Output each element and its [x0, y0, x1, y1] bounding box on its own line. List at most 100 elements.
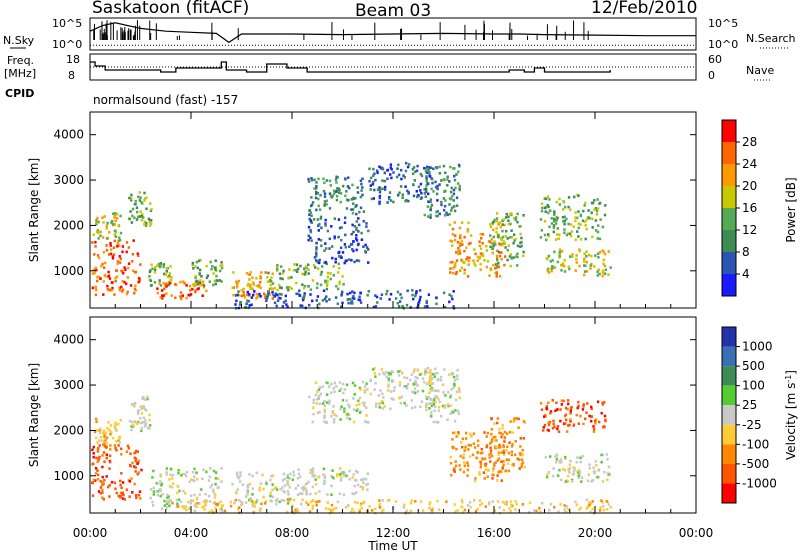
heatmap-cell	[296, 484, 300, 487]
heatmap-cell	[413, 368, 416, 371]
heatmap-cell	[336, 187, 339, 190]
heatmap-cell	[404, 185, 407, 188]
heatmap-cell	[547, 205, 550, 209]
colorbar-swatch	[722, 164, 736, 186]
heatmap-cell	[479, 268, 482, 271]
heatmap-cell	[138, 278, 142, 281]
heatmap-cell	[405, 509, 408, 512]
heatmap-cell	[335, 284, 338, 288]
heatmap-cell	[165, 285, 168, 288]
heatmap-cell	[552, 419, 555, 423]
heatmap-cell	[582, 209, 585, 213]
heatmap-cell	[266, 295, 269, 299]
heatmap-cell	[96, 460, 99, 463]
heatmap-cell	[458, 187, 461, 191]
heatmap-cell	[546, 269, 549, 272]
heatmap-cell	[298, 289, 301, 292]
heatmap-cell	[308, 395, 311, 399]
heatmap-cell	[583, 273, 586, 277]
heatmap-cell	[325, 421, 328, 424]
heatmap-cell	[561, 264, 564, 267]
heatmap-cell	[389, 199, 393, 202]
heatmap-cell	[504, 246, 507, 249]
heatmap-cell	[442, 164, 446, 168]
heatmap-cell	[362, 219, 365, 223]
colorbar-tick-label: -100	[742, 437, 769, 451]
heatmap-cell	[208, 500, 212, 503]
heatmap-cell	[307, 180, 311, 183]
heatmap-cell	[139, 215, 142, 218]
heatmap-cell	[311, 299, 314, 303]
heatmap-cell	[292, 268, 296, 272]
heatmap-cell	[528, 511, 531, 514]
heatmap-cell	[459, 269, 462, 272]
heatmap-cell	[363, 391, 366, 394]
heatmap-cell	[585, 227, 588, 231]
heatmap-cell	[371, 368, 375, 371]
heatmap-cell	[116, 245, 119, 248]
heatmap-cell	[506, 248, 509, 252]
heatmap-cell	[166, 493, 169, 497]
heatmap-cell	[280, 293, 283, 296]
heatmap-cell	[140, 218, 144, 222]
heatmap-cell	[332, 192, 336, 195]
heatmap-cell	[343, 221, 347, 224]
heatmap-cell	[442, 197, 446, 200]
heatmap-cell	[114, 279, 117, 283]
heatmap-cell	[214, 266, 217, 269]
heatmap-cell	[352, 397, 355, 400]
heatmap-cell	[458, 244, 462, 247]
heatmap-cell	[147, 217, 151, 221]
heatmap-cell	[133, 405, 136, 408]
heatmap-cell	[411, 289, 414, 292]
heatmap-cell	[461, 445, 464, 449]
heatmap-cell	[573, 469, 576, 473]
heatmap-cell	[352, 230, 355, 234]
heatmap-cell	[497, 223, 500, 226]
heatmap-cell	[219, 500, 222, 504]
heatmap-cell	[326, 381, 329, 385]
heatmap-cell	[515, 502, 518, 506]
heatmap-cell	[134, 466, 137, 469]
heatmap-cell	[325, 295, 328, 298]
heatmap-cell	[459, 454, 462, 458]
heatmap-cell	[558, 233, 561, 237]
heatmap-cell	[132, 425, 135, 428]
ytick-label: 1000	[53, 264, 84, 278]
heatmap-cell	[249, 499, 252, 502]
heatmap-cell	[594, 460, 597, 463]
heatmap-cell	[585, 260, 588, 264]
heatmap-cell	[463, 235, 466, 239]
heatmap-cell	[323, 480, 326, 483]
heatmap-cell	[307, 285, 310, 288]
heatmap-cell	[338, 381, 342, 384]
heatmap-cell	[255, 292, 258, 296]
heatmap-cell	[480, 447, 483, 451]
heatmap-cell	[567, 424, 570, 427]
heatmap-cell	[353, 393, 356, 396]
heatmap-cell	[452, 468, 456, 472]
heatmap-cell	[108, 484, 111, 487]
heatmap-cell	[94, 293, 98, 297]
heatmap-cell	[92, 455, 95, 459]
heatmap-cell	[450, 240, 454, 243]
heatmap-cell	[599, 506, 602, 509]
heatmap-cell	[569, 411, 572, 415]
heatmap-cell	[578, 249, 582, 253]
heatmap-cell	[91, 481, 94, 485]
colorbar-tick-label: -500	[742, 457, 769, 471]
heatmap-cell	[481, 457, 484, 460]
heatmap-cell	[157, 262, 161, 266]
heatmap-cell	[315, 248, 318, 251]
heatmap-cell	[474, 477, 477, 480]
heatmap-cell	[514, 440, 517, 443]
heatmap-cell	[160, 482, 164, 486]
heatmap-cell	[129, 284, 133, 287]
heatmap-cell	[297, 510, 300, 514]
heatmap-cell	[323, 195, 327, 198]
heatmap-cell	[547, 211, 550, 215]
heatmap-cell	[128, 419, 132, 423]
heatmap-cell	[343, 261, 346, 265]
heatmap-cell	[271, 495, 275, 499]
heatmap-cell	[462, 456, 465, 459]
